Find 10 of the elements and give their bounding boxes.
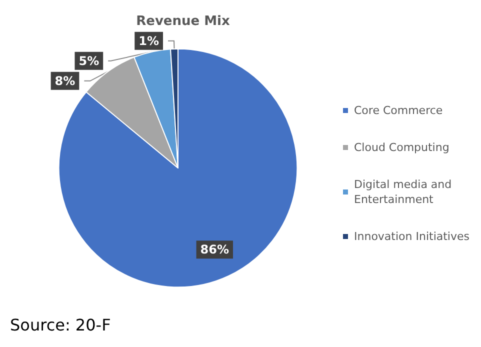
legend-label: Cloud Computing <box>354 141 450 154</box>
legend-label: Innovation Initiatives <box>354 230 470 243</box>
chart-title: Revenue Mix <box>136 14 230 29</box>
data-label: 1% <box>138 34 160 48</box>
data-label: 5% <box>78 54 100 68</box>
source-note: Source: 20-F <box>10 316 111 334</box>
data-label: 8% <box>54 74 76 88</box>
legend-label: Digital media and Entertainment <box>354 178 456 206</box>
legend-label: Core Commerce <box>354 104 443 117</box>
data-label: 86% <box>200 242 230 257</box>
